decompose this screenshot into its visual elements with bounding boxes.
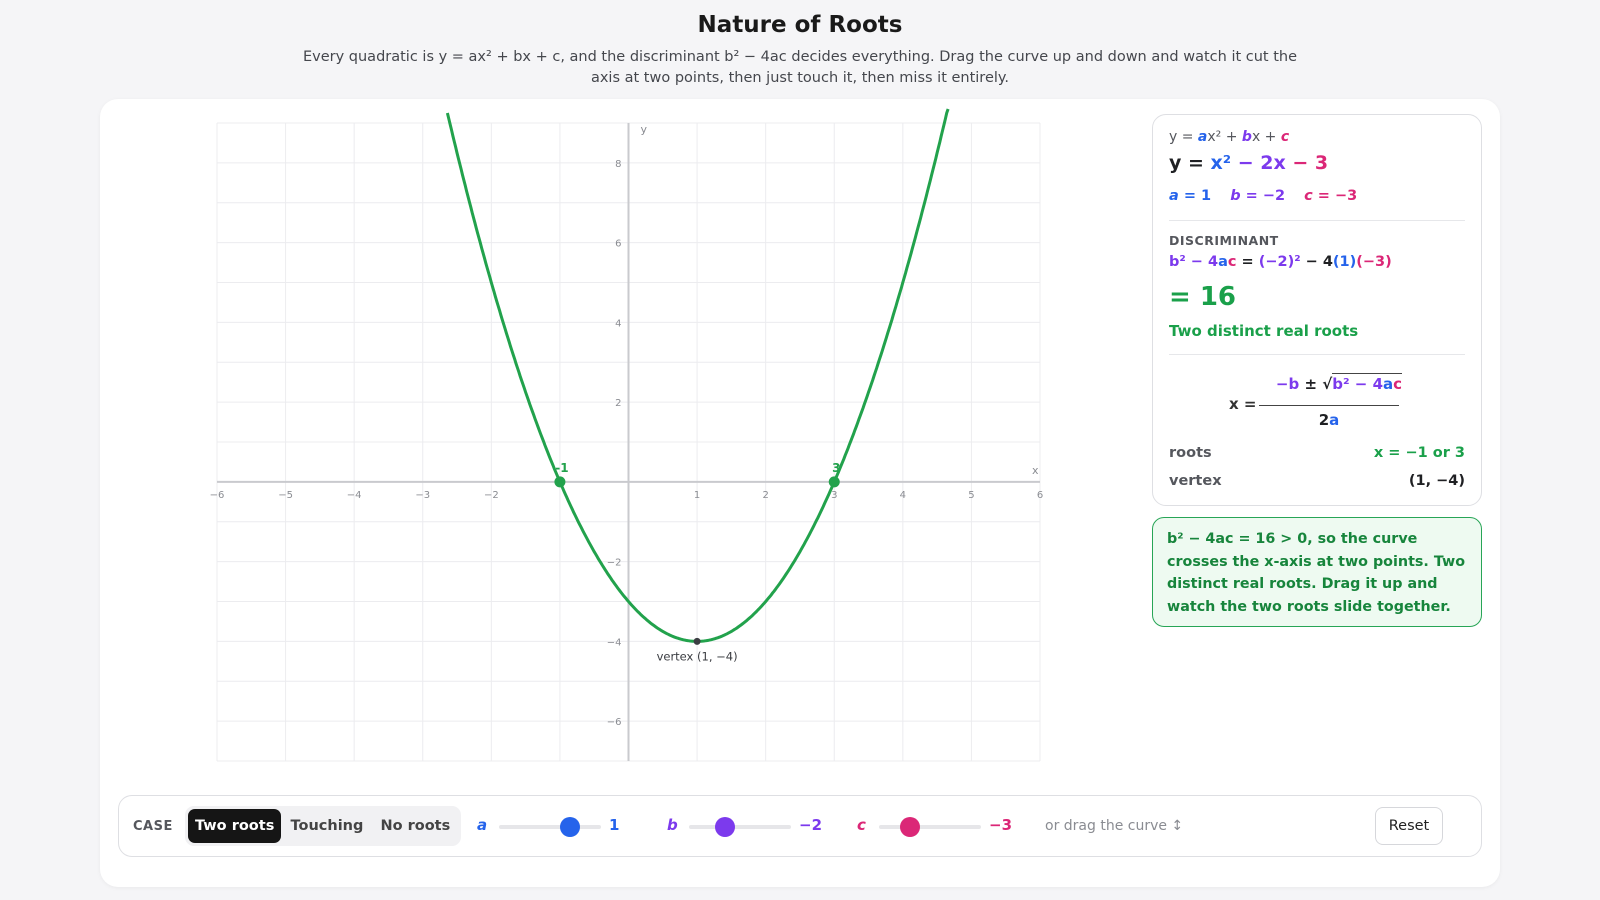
case-selector: Two roots Touching No roots <box>185 806 461 846</box>
y-tick-label: −4 <box>607 637 622 648</box>
drag-hint: or drag the curve ↕ <box>1045 818 1184 834</box>
slider-c-track[interactable] <box>879 825 981 829</box>
discriminant-value: = 16 <box>1169 282 1237 312</box>
vertex-point <box>693 637 701 645</box>
slider-c: c −3 <box>857 812 1027 842</box>
slider-a-label: a <box>477 816 488 834</box>
slider-a: a 1 <box>477 812 627 842</box>
equation-template: y = ax² + bx + c <box>1169 129 1290 145</box>
y-tick-label: −6 <box>607 717 622 728</box>
root-label: -1 <box>555 461 568 475</box>
x-tick-label: −6 <box>210 490 225 501</box>
quadratic-plot[interactable]: x y −6 −5 −4 −3 −2 1 2 3 4 5 6 8 6 4 2 −2 −4 −6 -1 3 vertex (1… <box>100 99 1100 789</box>
page-subtitle: Every quadratic is y = ax² + bx + c, and… <box>302 49 1298 86</box>
case-no-roots-button[interactable]: No roots <box>380 818 451 834</box>
slider-a-value: 1 <box>609 816 620 834</box>
roots-row: roots x = −1 or 3 <box>1169 445 1465 461</box>
x-tick-label: −5 <box>278 490 293 501</box>
slider-b-track[interactable] <box>689 825 791 829</box>
y-tick-label: 6 <box>615 239 621 250</box>
case-label: CASE <box>133 819 173 834</box>
divider <box>1169 354 1465 355</box>
y-axis-label: y <box>641 123 648 136</box>
main-card: x y −6 −5 −4 −3 −2 1 2 3 4 5 6 8 6 4 2 −2 −4 −6 -1 3 vertex (1… <box>100 99 1500 887</box>
explanation-note: b² − 4ac = 16 > 0, so the curve crosses … <box>1152 517 1482 627</box>
x-tick-label: 2 <box>762 490 768 501</box>
slider-b: b −2 <box>667 812 837 842</box>
y-tick-label: 2 <box>615 398 621 409</box>
slider-a-track[interactable] <box>499 825 601 829</box>
root-point <box>828 476 840 488</box>
x-tick-label: −4 <box>347 490 362 501</box>
x-tick-label: 5 <box>968 490 974 501</box>
slider-c-label: c <box>857 816 866 834</box>
slider-a-thumb[interactable] <box>560 817 581 837</box>
x-tick-label: −2 <box>484 490 499 501</box>
case-touching-button[interactable]: Touching <box>290 818 364 834</box>
reset-button[interactable]: Reset <box>1375 807 1443 845</box>
slider-b-value: −2 <box>799 816 823 834</box>
discriminant-formula: b² − 4ac = (−2)² − 4(1)(−3) <box>1169 254 1392 270</box>
x-axis-label: x <box>1032 464 1039 477</box>
control-bar: CASE Two roots Touching No roots a 1 b −… <box>118 795 1482 857</box>
slider-c-thumb[interactable] <box>899 817 920 837</box>
y-tick-label: −2 <box>607 558 622 569</box>
discriminant-label: DISCRIMINANT <box>1169 233 1279 248</box>
y-tick-label: 4 <box>615 318 621 329</box>
x-tick-label: −3 <box>415 490 430 501</box>
slider-b-thumb[interactable] <box>714 817 735 837</box>
current-equation: y = x² − 2x − 3 <box>1169 152 1329 174</box>
vertex-label: vertex (1, −4) <box>657 649 738 663</box>
root-label: 3 <box>832 461 840 475</box>
coefficient-values: a = 1 b = −2 c = −3 <box>1169 188 1358 204</box>
x-tick-label: 6 <box>1037 490 1043 501</box>
slider-b-label: b <box>667 816 678 834</box>
page-title: Nature of Roots <box>697 12 903 38</box>
slider-c-value: −3 <box>989 816 1013 834</box>
x-tick-label: 1 <box>694 490 700 501</box>
quadratic-formula: x = −b ± √b² − 4ac 2a <box>1229 373 1403 429</box>
y-tick-label: 8 <box>615 159 621 170</box>
divider <box>1169 220 1465 221</box>
info-panel: y = ax² + bx + c y = x² − 2x − 3 a = 1 b… <box>1152 114 1482 506</box>
root-point <box>554 476 566 488</box>
x-tick-label: 3 <box>831 490 837 501</box>
vertex-row: vertex (1, −4) <box>1169 473 1465 489</box>
root-verdict: Two distinct real roots <box>1169 322 1359 340</box>
case-two-roots-button[interactable]: Two roots <box>188 809 282 843</box>
x-tick-label: 4 <box>900 490 906 501</box>
